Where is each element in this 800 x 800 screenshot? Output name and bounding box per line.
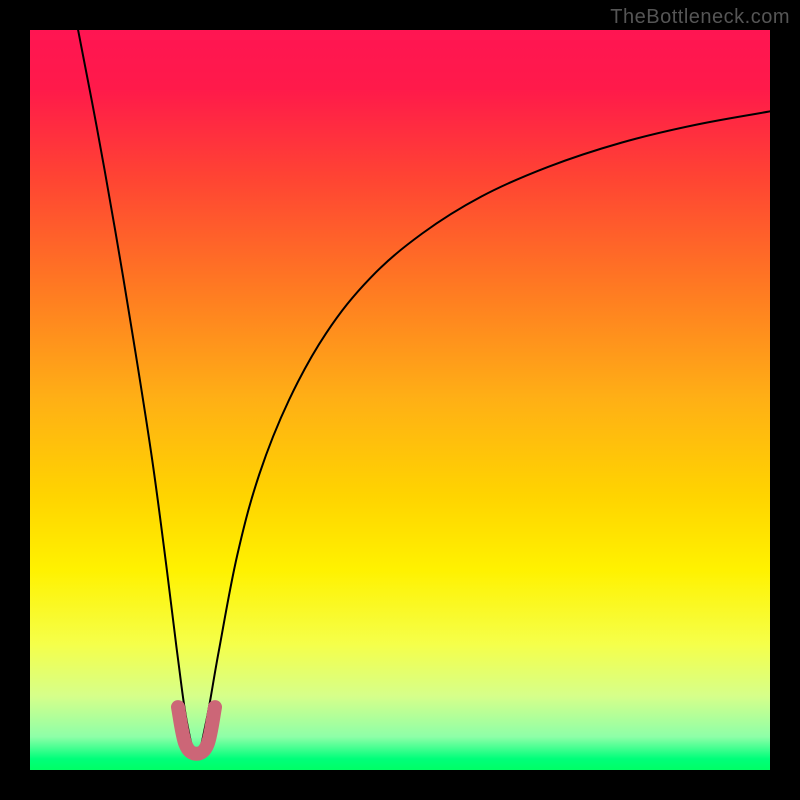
gradient-background (30, 30, 770, 770)
chart-svg (30, 30, 770, 770)
bottleneck-chart (30, 30, 770, 770)
watermark-text: TheBottleneck.com (610, 6, 790, 29)
